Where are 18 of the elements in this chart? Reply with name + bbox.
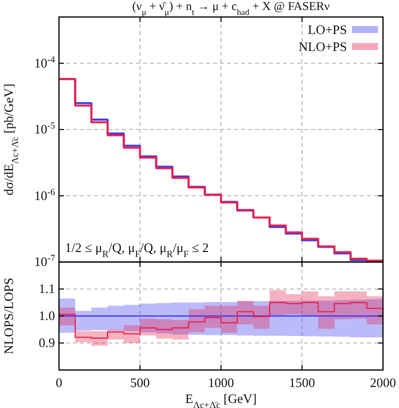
y-tick-label: 1.1 bbox=[38, 281, 55, 296]
y-tick-label: 10$^{-6}$ bbox=[34, 188, 56, 203]
y-tick-label: 10$^{-7}$ bbox=[34, 254, 56, 270]
x-tick-label: 2000 bbox=[370, 375, 396, 390]
x-tick-label: 500 bbox=[130, 375, 150, 390]
legend-label: NLO+PS bbox=[298, 39, 347, 54]
y-tick-label: 10$^{-5}$ bbox=[34, 122, 56, 137]
x-tick-label: 1500 bbox=[289, 375, 315, 390]
x-tick-label: 0 bbox=[56, 375, 62, 390]
text: 1/2 ≤ μ$_{R}$/Q, μ$_{F}$/Q, μ$_{R}$/μ$_{F}$ ≤ 2 bbox=[65, 240, 209, 260]
legend-label: LO+PS bbox=[308, 22, 347, 37]
x-axis-title: E$_{Λc+Λ̄c}$ [GeV] bbox=[185, 391, 257, 408]
y-tick-label: 1.0 bbox=[38, 308, 55, 324]
chart-title: (ν$_{μ}$ + ν̄$_{μ}$) + n$_{t}$ → μ + c$_{had}$ + X @ FASERν bbox=[132, 0, 330, 17]
y-axis-title: NLOPS/LOPS bbox=[1, 278, 16, 354]
y-tick-label: 0.9 bbox=[38, 335, 55, 350]
x-tick-label: 1000 bbox=[208, 375, 234, 390]
y-tick-label: 10$^{-4}$ bbox=[34, 55, 56, 70]
